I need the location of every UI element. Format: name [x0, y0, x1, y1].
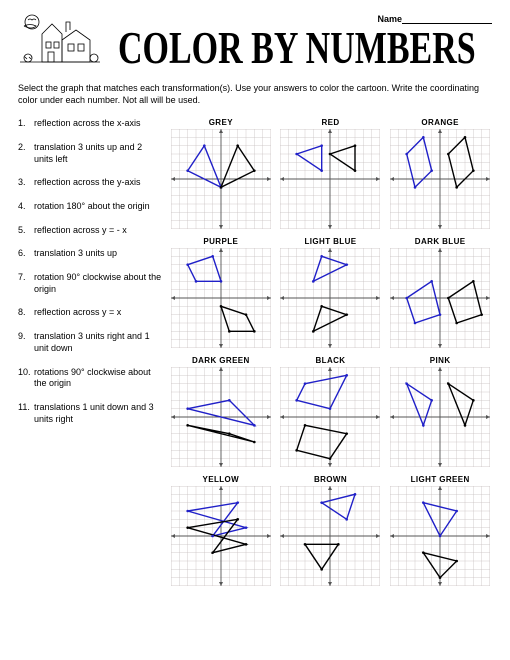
graph-cell: LIGHT BLUE: [279, 237, 383, 348]
graph-label: PINK: [388, 356, 492, 365]
graph-label: GREY: [169, 118, 273, 127]
coordinate-grid: [171, 486, 271, 586]
graph-cell: GREY: [169, 118, 273, 229]
question-item: translation 3 units right and 1 unit dow…: [18, 331, 163, 354]
question-item: translations 1 unit down and 3 units rig…: [18, 402, 163, 425]
graph-label: BROWN: [279, 475, 383, 484]
graph-label: DARK BLUE: [388, 237, 492, 246]
question-item: rotation 180° about the origin: [18, 201, 163, 213]
graph-label: YELLOW: [169, 475, 273, 484]
graph-cell: PURPLE: [169, 237, 273, 348]
graph-label: BLACK: [279, 356, 383, 365]
header: Name COLOR BY NUMBERS: [18, 12, 492, 74]
coordinate-grid: [280, 367, 380, 467]
graph-cell: DARK BLUE: [388, 237, 492, 348]
instructions: Select the graph that matches each trans…: [18, 82, 492, 106]
question-item: rotation 90° clockwise about the origin: [18, 272, 163, 295]
graph-label: LIGHT GREEN: [388, 475, 492, 484]
question-item: rotations 90° clockwise about the origin: [18, 367, 163, 390]
page-title: COLOR BY NUMBERS: [118, 24, 476, 75]
coordinate-grid: [280, 129, 380, 229]
name-field[interactable]: Name: [377, 14, 492, 24]
question-list: reflection across the x-axis translation …: [18, 118, 163, 586]
graph-cell: DARK GREEN: [169, 356, 273, 467]
graph-cell: PINK: [388, 356, 492, 467]
coordinate-grid: [390, 367, 490, 467]
content: reflection across the x-axis translation …: [18, 118, 492, 586]
graph-grid: GREY RED ORANGE PURPLE LIGHT BLUE: [169, 118, 492, 586]
coordinate-grid: [390, 486, 490, 586]
graph-cell: ORANGE: [388, 118, 492, 229]
graph-label: DARK GREEN: [169, 356, 273, 365]
question-item: reflection across the x-axis: [18, 118, 163, 130]
graph-label: LIGHT BLUE: [279, 237, 383, 246]
question-item: reflection across y = x: [18, 307, 163, 319]
coordinate-grid: [280, 486, 380, 586]
graph-cell: RED: [279, 118, 383, 229]
graph-cell: BROWN: [279, 475, 383, 586]
graph-label: PURPLE: [169, 237, 273, 246]
graph-label: ORANGE: [388, 118, 492, 127]
question-item: translation 3 units up and 2 units left: [18, 142, 163, 165]
name-label: Name: [377, 14, 402, 24]
coordinate-grid: [390, 248, 490, 348]
question-item: reflection across y = - x: [18, 225, 163, 237]
coordinate-grid: [171, 129, 271, 229]
graph-cell: YELLOW: [169, 475, 273, 586]
graph-label: RED: [279, 118, 383, 127]
coordinate-grid: [171, 248, 271, 348]
question-item: translation 3 units up: [18, 248, 163, 260]
graph-cell: LIGHT GREEN: [388, 475, 492, 586]
question-item: reflection across the y-axis: [18, 177, 163, 189]
haunted-house-icon: [18, 12, 103, 67]
coordinate-grid: [390, 129, 490, 229]
coordinate-grid: [171, 367, 271, 467]
coordinate-grid: [280, 248, 380, 348]
graph-cell: BLACK: [279, 356, 383, 467]
